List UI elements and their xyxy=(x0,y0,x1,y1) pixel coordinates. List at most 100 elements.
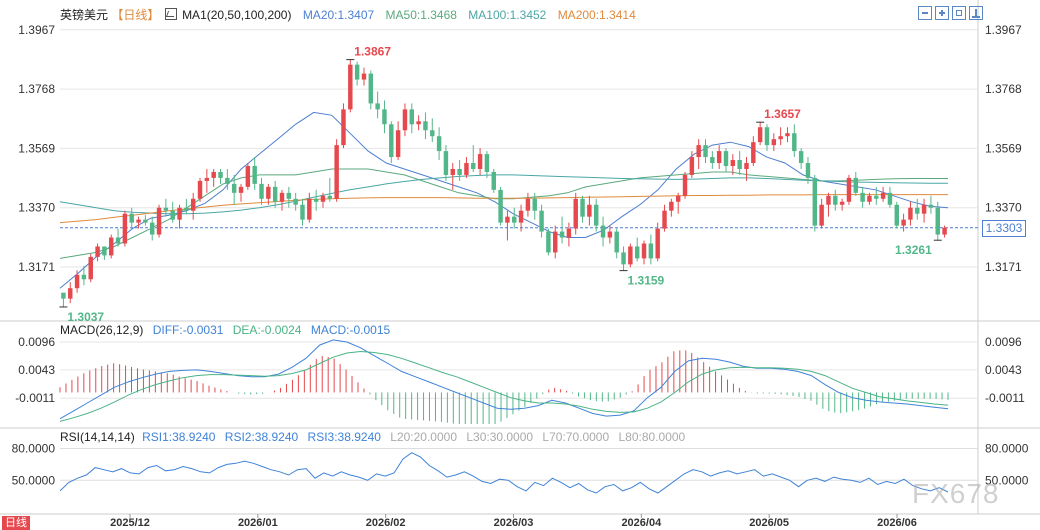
candle-body xyxy=(279,192,285,202)
candle-body xyxy=(887,192,893,205)
macd-legend: MACD(26,12,9) DIFF:-0.0031 DEA:-0.0024 M… xyxy=(60,323,390,337)
candle-body xyxy=(566,228,572,238)
x-tick-label: 2026/01 xyxy=(238,517,278,529)
zoom-out-icon[interactable] xyxy=(918,6,932,20)
candle-body xyxy=(628,246,633,265)
candle-body xyxy=(826,195,831,205)
rsi1-label: RSI1:38.9240 xyxy=(142,430,216,444)
moving-averages xyxy=(59,111,978,289)
candle-body xyxy=(853,177,859,193)
rsi2-label: RSI2:38.9240 xyxy=(224,430,299,444)
candle-body xyxy=(648,243,654,259)
main-legend: 英镑美元 【日线】 MA1(20,50,100,200) MA20:1.3407… xyxy=(60,6,636,23)
candle-body xyxy=(580,198,585,217)
ma100-line xyxy=(59,174,948,215)
candle-body xyxy=(156,207,162,235)
candle-body xyxy=(662,210,667,229)
period-badge[interactable]: 日线 xyxy=(2,516,30,530)
price-tick-right: 1.3967 xyxy=(985,23,1022,37)
candle-body xyxy=(505,216,510,223)
candle-body xyxy=(512,216,517,223)
candle-body xyxy=(177,207,182,220)
indicator-settings-icon[interactable] xyxy=(164,8,177,20)
candle-body xyxy=(272,186,278,202)
candle-body xyxy=(764,127,770,146)
candle-body xyxy=(115,237,121,244)
price-tick-right: 1.3768 xyxy=(985,82,1022,96)
macd-tick-right: 0.0043 xyxy=(985,363,1022,377)
candle-body xyxy=(218,171,223,178)
candle-body xyxy=(928,204,934,208)
candle-body xyxy=(587,204,592,217)
candle-body xyxy=(109,237,114,256)
rsi-panel xyxy=(59,452,949,494)
candle-body xyxy=(921,204,927,214)
annotation-label: 1.3159 xyxy=(628,274,665,288)
rsi-tick-right: 50.0000 xyxy=(985,473,1029,487)
export-icon[interactable] xyxy=(969,6,983,20)
candle-body xyxy=(95,246,100,257)
price-tick-right: 1.3370 xyxy=(985,201,1022,215)
candle-body xyxy=(874,195,879,199)
candle-body xyxy=(498,189,503,223)
candle-body xyxy=(190,198,196,211)
candle-body xyxy=(737,160,742,169)
candle-body xyxy=(300,204,305,220)
period-label[interactable]: 【日线】 xyxy=(111,8,160,22)
candle-body xyxy=(136,219,141,223)
x-tick-label: 2026/02 xyxy=(366,517,406,529)
candle-body xyxy=(518,210,524,223)
annotation-label: 1.3261 xyxy=(895,243,932,257)
candle-body xyxy=(464,163,469,175)
price-tick-left: 1.3768 xyxy=(18,82,55,96)
ma50-line xyxy=(59,168,948,259)
candle-body xyxy=(197,180,203,199)
candle-body xyxy=(334,145,339,199)
l80-label: L80:80.0000 xyxy=(618,430,686,444)
candle-body xyxy=(525,198,531,211)
macd-panel xyxy=(59,339,949,424)
candle-body xyxy=(696,145,701,158)
candle-body xyxy=(860,192,865,202)
candle-body xyxy=(74,274,80,289)
candle-body xyxy=(430,130,435,137)
candle-body xyxy=(457,168,462,175)
price-tick-left: 1.3171 xyxy=(18,260,55,274)
candle-body xyxy=(368,73,374,104)
candle-body xyxy=(252,166,257,184)
macd-diff-line xyxy=(59,339,949,420)
price-tick-left: 1.3569 xyxy=(18,141,55,155)
candle-body xyxy=(593,204,599,226)
macd-dea-label: DEA:-0.0024 xyxy=(232,323,302,337)
candle-body xyxy=(286,192,292,199)
zoom-in-icon[interactable] xyxy=(935,6,949,20)
last-price-value: 1.3303 xyxy=(985,220,1023,235)
candle-body xyxy=(409,109,415,125)
macd-tick-left: 0.0096 xyxy=(18,335,55,349)
candle-body xyxy=(375,103,380,110)
candle-body xyxy=(361,73,367,80)
price-annotations: 1.3867 1.3657 1.3037 1.3159 1.3261 xyxy=(59,45,942,324)
candle-body xyxy=(225,177,230,184)
candle-body xyxy=(293,198,298,205)
candle-body xyxy=(655,228,660,259)
price-tick-left: 1.3967 xyxy=(18,23,55,37)
annotation-label: 1.3037 xyxy=(67,310,104,324)
candle-body xyxy=(915,207,920,214)
candlesticks xyxy=(61,59,947,307)
candle-body xyxy=(942,227,947,235)
last-price-tag: 1.3303 xyxy=(982,219,1026,237)
macd-title: MACD(26,12,9) xyxy=(60,323,144,337)
candle-body xyxy=(573,198,578,229)
candle-body xyxy=(184,207,189,211)
candle-body xyxy=(723,151,729,166)
candle-body xyxy=(935,207,940,235)
candle-body xyxy=(484,154,490,172)
candle-body xyxy=(546,231,551,253)
candle-body xyxy=(307,198,312,220)
candle-body xyxy=(730,160,736,166)
symbol-name: 英镑美元 xyxy=(60,8,109,22)
candle-body xyxy=(833,195,838,205)
rsi-tick-left: 80.0000 xyxy=(12,441,56,455)
restore-icon[interactable] xyxy=(952,6,966,20)
